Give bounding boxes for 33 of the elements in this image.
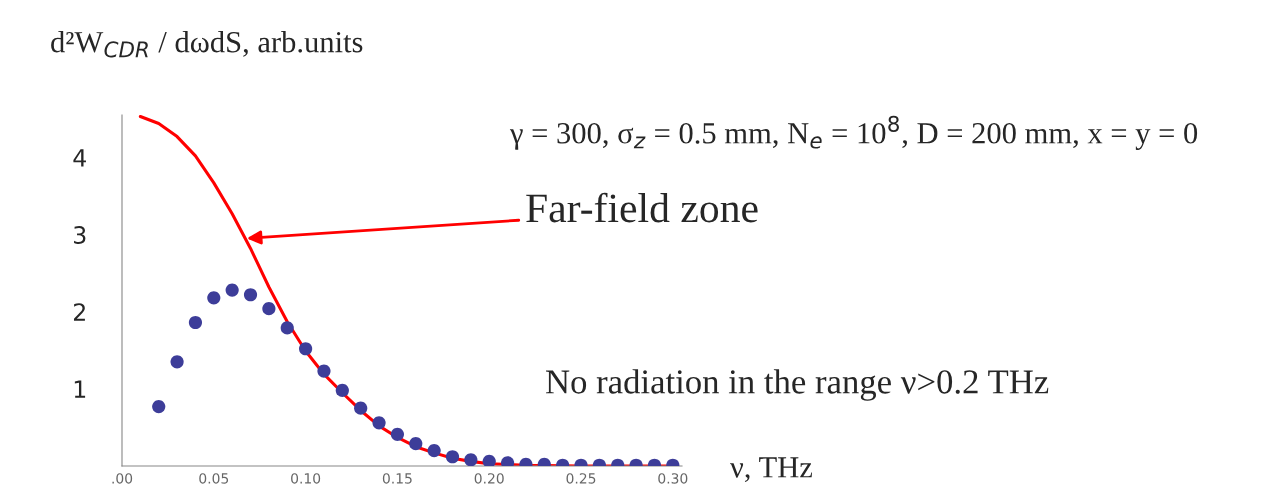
point	[335, 383, 349, 397]
point	[372, 416, 386, 430]
annotation: No radiation in the range ν>0.2 THz	[546, 369, 1049, 401]
annotation: Far-field zone	[526, 192, 758, 223]
y-tick-label: 1	[74, 380, 86, 398]
point	[152, 400, 166, 414]
point	[262, 302, 276, 316]
x-axis-title: ν, THz	[730, 457, 812, 483]
y-tick-label: 2	[73, 303, 85, 321]
x-tick-label: 0.25	[566, 473, 596, 484]
point	[317, 364, 331, 378]
point	[427, 443, 441, 458]
point	[243, 288, 258, 302]
annotation: γ = 300, σ$_{z}$ = 0.5 mm, N$_{e}$ = 10$^{8}$, D = 200 mm, x = y = 0	[509, 115, 1198, 150]
point	[299, 342, 313, 356]
point	[280, 321, 294, 335]
point	[207, 291, 221, 305]
point	[390, 427, 404, 441]
y-axis-title: d²W$_{CDR}$ / dωdS, arb.units	[51, 30, 363, 58]
point	[464, 453, 478, 466]
point	[225, 283, 239, 297]
x-tick-label: 0.20	[474, 473, 504, 484]
x-tick-label: 0.30	[658, 473, 688, 484]
x-tick-label: 0.05	[199, 473, 229, 484]
point	[170, 355, 184, 369]
point	[188, 315, 203, 330]
y-tick-label: 4	[73, 149, 86, 167]
x-tick-label: 0.15	[382, 473, 412, 484]
x-tick-label: 0.10	[291, 473, 321, 484]
y-tick-label: 3	[74, 226, 86, 244]
x-tick-label: .00	[112, 473, 133, 484]
point	[354, 401, 368, 415]
point	[482, 454, 496, 466]
